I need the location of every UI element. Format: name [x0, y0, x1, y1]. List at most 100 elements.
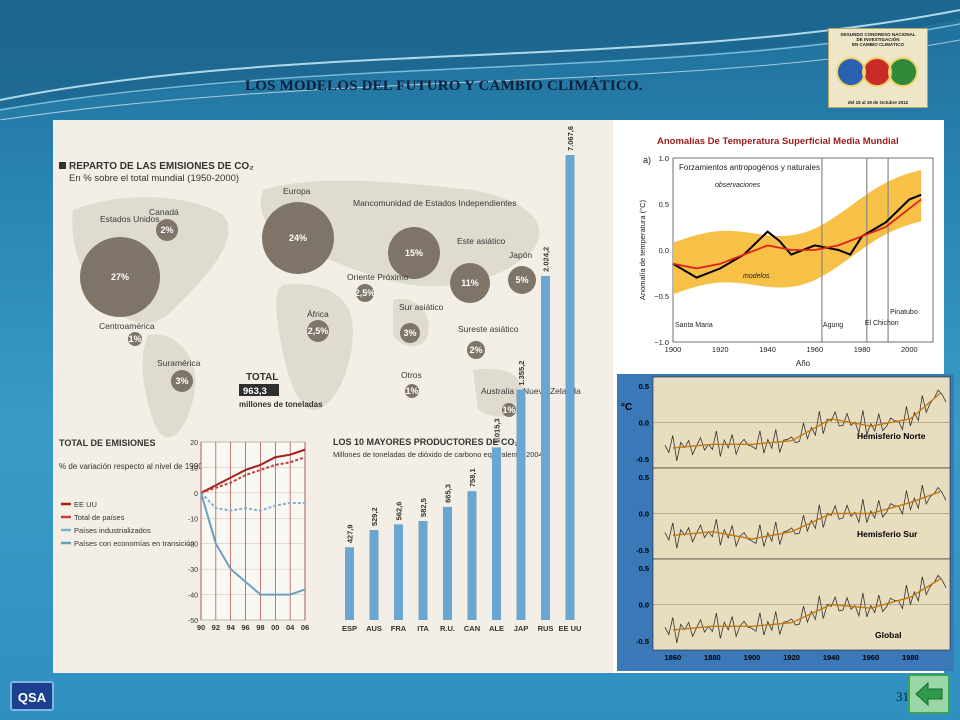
- bubble-sur-asiatico: [400, 323, 420, 343]
- line-y-tick: 10: [190, 465, 198, 472]
- line-y-tick: -40: [188, 593, 198, 600]
- hemi-x-tick: 1980: [902, 653, 919, 662]
- value-este-asiatico: 11%: [461, 278, 479, 288]
- label-cei: Mancomunidad de Estados Independientes: [353, 198, 517, 208]
- bar-value-label: 665,3: [444, 484, 453, 503]
- bar-value-label: 1.355,2: [517, 361, 526, 386]
- line-panel-subtitle: % de variación respecto al nivel de 1990: [59, 462, 203, 471]
- legend-entry: Países industrializados: [74, 526, 151, 535]
- hemi-x-tick: 1860: [664, 653, 681, 662]
- bar-category-label: R.U.: [440, 624, 455, 633]
- bar-panel-subtitle: Millones de toneladas de dióxido de carb…: [333, 450, 543, 459]
- line-series-2: [200, 456, 306, 494]
- bar-category-label: AUS: [366, 624, 382, 633]
- value-sureste-asiatico: 2%: [469, 345, 482, 355]
- hemi-x-tick: 1940: [823, 653, 840, 662]
- bar-category-label: ITA: [417, 624, 429, 633]
- anomaly-x-tick: 2000: [901, 345, 918, 354]
- bar: [565, 155, 575, 620]
- hemi-panel-label: Hemisferio Sur: [857, 529, 918, 539]
- anomaly-x-tick: 1960: [806, 345, 823, 354]
- legend-entry: Países con economías en transición: [74, 539, 194, 548]
- hemi-annual-line: [664, 389, 947, 461]
- qsa-button[interactable]: QSA: [10, 681, 54, 711]
- hemi-smooth-line: [672, 578, 941, 631]
- hemisphere-frame: °C 0.5 0.0 -0.5 Hemisferio Norte 0.5 0.0 -0.5 He…: [617, 374, 954, 671]
- top10-producers-chart: 427,9 ESP 529,2 AUS 562,6 FRA 582,5 ITA 665,3 R.U…: [342, 126, 581, 633]
- bubble-sureste-asiatico: [467, 341, 485, 359]
- label-japon: Japón: [509, 250, 532, 260]
- anomaly-y-tick: −1.0: [654, 338, 669, 347]
- line-series-1: [200, 448, 306, 494]
- value-canada: 2%: [160, 225, 173, 235]
- value-suramerica: 3%: [175, 376, 188, 386]
- value-estados-unidos: 27%: [111, 272, 129, 282]
- annotation-pinatubo: Pinatubo: [890, 309, 918, 316]
- hemi-x-tick: 1920: [783, 653, 800, 662]
- bubble-este-asiatico: [450, 263, 490, 303]
- hemi-x-tick: 1960: [862, 653, 879, 662]
- logo-line: EN CAMBIO CLIMÁTICO: [852, 42, 904, 47]
- value-oriente-proximo: 2,5%: [355, 288, 376, 298]
- annotation-observaciones: observaciones: [715, 182, 761, 189]
- logo-line: DE INVESTIGACIÓN: [856, 37, 900, 42]
- infographic-title: REPARTO DE LAS EMISIONES DE CO₂: [69, 161, 254, 172]
- bar: [418, 520, 428, 620]
- line-y-tick: -50: [188, 618, 198, 625]
- hemi-y-tick: 0.0: [639, 601, 649, 610]
- total-value: 963,3: [243, 386, 267, 397]
- annotation-santa-maria: Santa Maria: [675, 322, 713, 329]
- content-panel: REPARTO DE LAS EMISIONES DE CO₂ En % sob…: [53, 120, 954, 673]
- back-arrow-button[interactable]: [908, 674, 950, 714]
- anomaly-y-tick: 0.5: [659, 200, 669, 209]
- bar: [516, 389, 526, 620]
- bar-value-label: 2.024,2: [542, 247, 551, 272]
- hemi-x-tick: 1900: [744, 653, 761, 662]
- bubble-japon: [508, 266, 536, 294]
- region-bubbles: [80, 202, 536, 417]
- bar-value-label: 582,5: [419, 498, 428, 517]
- anomaly-panel-label: a): [643, 155, 651, 165]
- hemi-annual-line: [664, 574, 947, 643]
- label-estados-unidos: Estados Unidos: [100, 214, 160, 224]
- legend-entry: EE UU: [74, 500, 97, 509]
- total-label: TOTAL: [246, 372, 278, 383]
- label-australia: Australia y Nueva Zelanda: [481, 386, 581, 396]
- emissions-infographic: REPARTO DE LAS EMISIONES DE CO₂ En % sob…: [53, 120, 613, 673]
- value-australia: 1%: [502, 405, 515, 415]
- hemi-smooth-line: [672, 392, 941, 449]
- hemi-x-tick: 1880: [704, 653, 721, 662]
- hemi-panel-label: Hemisferio Norte: [857, 431, 926, 441]
- value-cei: 15%: [405, 248, 423, 258]
- bar-category-label: JAP: [514, 624, 529, 633]
- congress-logo: SEGUNDO CONGRESO NACIONAL DE INVESTIGACI…: [828, 28, 928, 108]
- anomaly-y-tick: 1.0: [659, 154, 669, 163]
- line-series-4: [200, 492, 306, 596]
- anomaly-xlabel: Año: [796, 359, 811, 368]
- bubble-africa: [307, 320, 329, 342]
- bar-value-label: 7.067,6: [566, 126, 575, 151]
- infographic-subtitle: En % sobre el total mundial (1950-2000): [69, 173, 239, 184]
- bar-category-label: RUS: [538, 624, 554, 633]
- hemi-y-tick: -0.5: [636, 455, 649, 464]
- bubble-australia: [502, 403, 516, 417]
- anomaly-ylabel: Anomalía de temperatura (°C): [638, 199, 647, 300]
- anomaly-y-tick: −0.5: [654, 292, 669, 301]
- label-otros: Otros: [401, 370, 422, 380]
- hemi-y-tick: 0.0: [639, 510, 649, 519]
- bar: [467, 491, 477, 620]
- models-line: [672, 198, 922, 270]
- header-swoosh: [0, 0, 960, 120]
- bar: [369, 530, 379, 620]
- anomaly-y-tick: 0.0: [659, 246, 669, 255]
- value-otros: 1%: [405, 386, 418, 396]
- hemi-y-tick: 0.5: [639, 564, 649, 573]
- bar-value-label: 562,6: [395, 502, 404, 521]
- hemi-y-tick: 0.0: [639, 419, 649, 428]
- bar-category-label: ESP: [342, 624, 357, 633]
- line-y-tick: 0: [194, 491, 198, 498]
- bar: [492, 447, 501, 620]
- bar-value-label: 1.015,3: [493, 418, 502, 443]
- label-canada: Canadá: [149, 207, 179, 217]
